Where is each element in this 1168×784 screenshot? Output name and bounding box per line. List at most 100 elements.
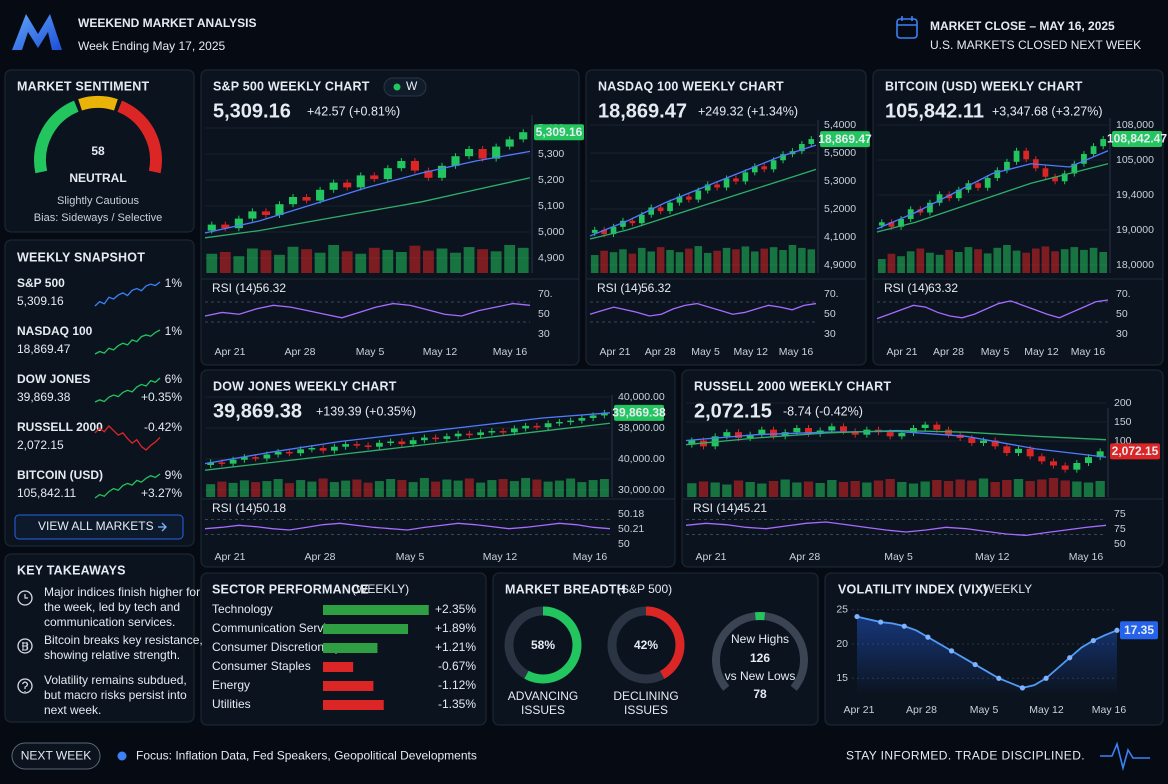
x-axis-label: May 12 (975, 551, 1010, 563)
volume-bar (733, 480, 744, 497)
x-axis-label: May 12 (734, 346, 769, 358)
candle (933, 424, 941, 430)
panel-subtitle: (WEEKLY) (352, 582, 409, 596)
y-axis-label: 5,300 (538, 148, 564, 160)
y-axis-label: 200 (1114, 397, 1132, 409)
candle (805, 428, 812, 434)
x-axis-label: May 12 (423, 346, 458, 358)
price-tag-label: 2,072.15 (1112, 444, 1159, 458)
price-tag (1112, 131, 1162, 148)
price: 39,869.38 (213, 400, 302, 422)
next-week-label: NEXT WEEK (21, 749, 91, 763)
y-tick-label: 20 (836, 638, 848, 650)
next-week-pill (11, 742, 101, 770)
sector-value: -1.35% (438, 697, 476, 711)
rsi-line (204, 522, 611, 531)
interval-dot (393, 83, 401, 91)
candle (398, 441, 406, 445)
volume-bar (788, 245, 797, 273)
candle (241, 457, 248, 460)
market-name: NASDAQ 100 (17, 324, 93, 338)
candle (1090, 146, 1097, 154)
candle (511, 428, 518, 433)
candle (965, 183, 972, 190)
panel-title: S&P 500 WEEKLY CHART (213, 79, 370, 93)
sector-name: Energy (212, 678, 250, 692)
volume-bar (732, 249, 740, 273)
volume-bar (862, 482, 872, 497)
panel-title: DOW JONES WEEKLY CHART (213, 379, 397, 393)
candle (356, 175, 365, 188)
volume-bar (964, 247, 973, 273)
market-value: 2,072.15 (17, 438, 64, 452)
volume-bar (897, 256, 905, 273)
rsi-label: RSI (14) (884, 281, 929, 295)
market-note: U.S. MARKETS CLOSED NEXT WEEK (930, 38, 1141, 52)
vix-point (901, 623, 907, 629)
donut-value: 58% (531, 638, 555, 652)
rsi-value: 50.18 (256, 501, 286, 515)
volume-bar (423, 250, 434, 273)
candle (601, 412, 608, 416)
takeaway-line: Volatility remains subdued, (44, 673, 187, 687)
volume-bar (1022, 252, 1031, 273)
candle (638, 214, 645, 224)
volume-bar (504, 245, 516, 273)
volume-bar (713, 250, 721, 273)
vix-line (856, 615, 1118, 689)
panel (872, 69, 1164, 366)
donut-value: 42% (634, 638, 658, 652)
rsi-axis-label: 50 (618, 538, 630, 550)
volume-bar (945, 249, 954, 273)
volume-bar (363, 482, 373, 497)
takeaway-line: showing relative strength. (44, 648, 180, 662)
price-change: +42.57 (+0.81%) (307, 104, 400, 118)
candle (308, 448, 316, 450)
header-title: WEEKEND MARKET ANALYSIS (78, 16, 256, 30)
volume-bar (687, 483, 697, 497)
volume-bar (219, 252, 231, 273)
volume-bar (1013, 479, 1024, 497)
candle (1061, 465, 1069, 470)
volume-bar (768, 481, 779, 497)
volume-bar (287, 246, 299, 273)
volume-bar (301, 249, 312, 273)
volume-bar (1041, 246, 1050, 273)
candle (533, 425, 541, 428)
arrow-icon (158, 522, 167, 532)
x-axis-label: May 16 (1069, 551, 1104, 563)
price-tag (1110, 443, 1160, 460)
takeaway-line: but macro risks persist into (44, 688, 187, 702)
rsi-line (685, 521, 1107, 536)
volume-bar (374, 481, 384, 497)
volume-bar (916, 248, 925, 273)
candle (780, 154, 786, 161)
volume-bar (436, 248, 448, 273)
candle (1073, 463, 1081, 470)
view-all-button[interactable] (14, 514, 184, 540)
volume-bar (926, 252, 934, 273)
volume-bar (262, 481, 272, 497)
volume-bar (698, 481, 709, 497)
interval-badge[interactable] (383, 77, 427, 97)
candle (936, 194, 943, 203)
volume-bar (1083, 482, 1094, 497)
volume-bar (779, 250, 787, 273)
candle (234, 218, 243, 229)
takeaway-line: communication services. (44, 615, 175, 629)
rsi-line (876, 299, 1109, 320)
candle (1096, 451, 1104, 458)
x-axis-label: May 5 (884, 551, 913, 563)
price-tag (614, 404, 664, 421)
x-axis-label: Apr 28 (789, 551, 820, 563)
candle (975, 183, 981, 188)
candle (454, 433, 462, 437)
market-change: 6% (165, 372, 183, 386)
volume-bar (920, 481, 930, 497)
volume-bar (628, 253, 637, 273)
volume-bar (609, 252, 618, 273)
sector-value: +1.89% (435, 621, 476, 635)
sentiment-line: Slightly Cautious (57, 195, 139, 207)
panel-title: VOLATILITY INDEX (VIX) (838, 582, 988, 596)
candle (331, 446, 338, 451)
